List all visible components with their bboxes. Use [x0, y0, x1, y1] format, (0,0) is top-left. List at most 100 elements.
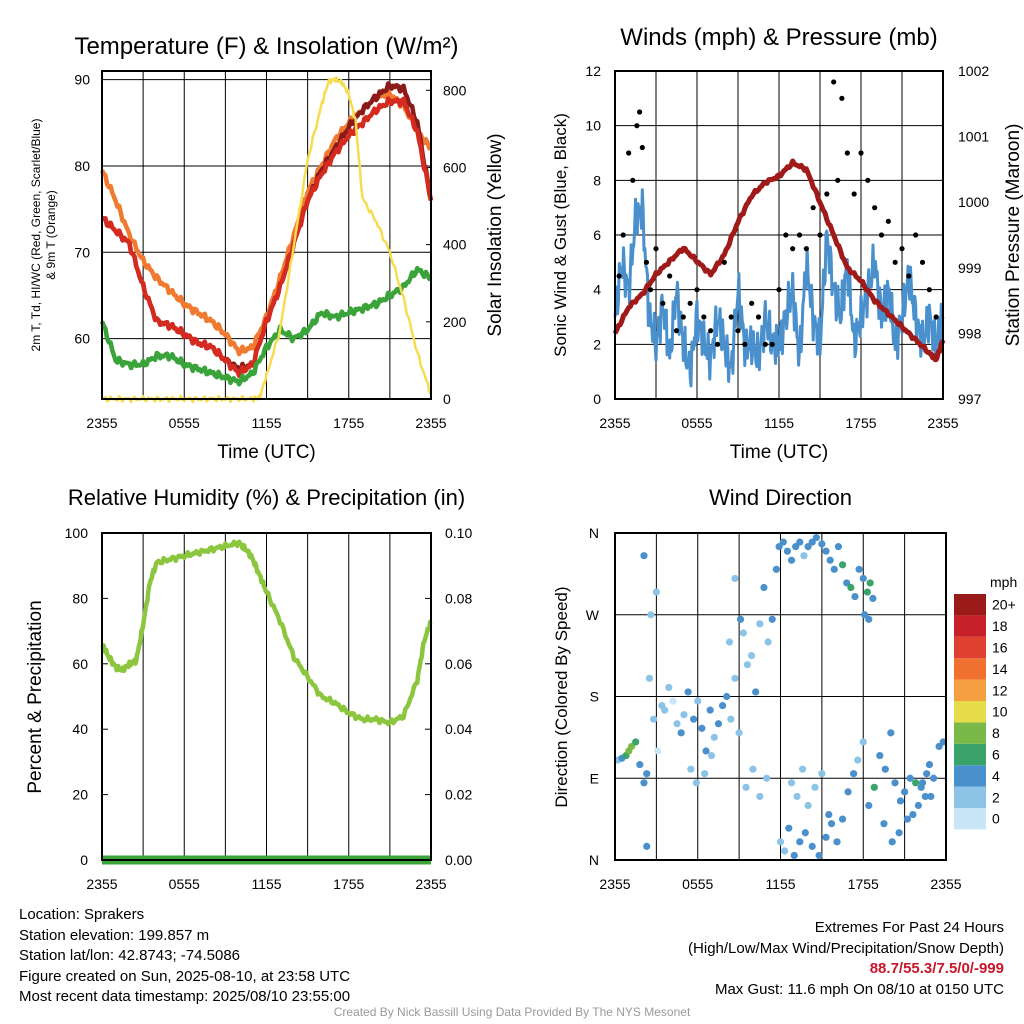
rh-line: [100, 539, 433, 727]
direction-point: [843, 579, 851, 587]
direction-point: [822, 547, 830, 555]
station-info: Location: Sprakers Station elevation: 19…: [19, 905, 350, 1008]
direction-point: [827, 820, 836, 828]
colorbar-label: 4: [992, 768, 1000, 784]
temp-series-line: [99, 265, 432, 387]
direction-point: [768, 615, 776, 623]
colorbar-label: 2: [992, 789, 1000, 805]
direction-point: [859, 574, 867, 583]
rh-y-right-tick-label: 0.04: [445, 721, 472, 737]
direction-point: [881, 765, 889, 773]
direction-point: [891, 779, 899, 787]
wind-y-left-tick-label: 8: [593, 172, 601, 188]
direction-point: [723, 692, 731, 701]
rh-y-left-label: Percent & Precipitation: [25, 600, 46, 793]
direction-point: [865, 615, 873, 623]
direction-point: [849, 770, 858, 778]
wind-y-right-tick-label: 999: [958, 260, 982, 276]
direction-point: [838, 561, 847, 569]
direction-point: [895, 829, 903, 837]
temp-x-tick-label: 2355: [86, 415, 117, 431]
colorbar-swatch: [954, 743, 986, 766]
direction-point: [752, 688, 760, 696]
direction-point: [804, 543, 812, 551]
colorbar-swatch: [954, 679, 986, 701]
rh-y-right-tick-label: 0.06: [445, 656, 472, 672]
direction-point: [912, 779, 920, 787]
wind-y-right-label: Station Pressure (Maroon): [1003, 124, 1024, 347]
direction-point: [654, 747, 662, 755]
direction-point: [906, 774, 914, 782]
gust-point: [803, 246, 809, 252]
credit-text: Created By Nick Bassill Using Data Provi…: [333, 1005, 691, 1019]
colorbar-label: 6: [992, 747, 1000, 763]
direction-point: [796, 838, 804, 846]
gust-point: [735, 328, 741, 334]
wind-y-right-tick-label: 1000: [958, 194, 989, 210]
direction-point: [647, 611, 655, 619]
direction-point: [643, 842, 651, 850]
rh-x-tick-label: 1755: [333, 876, 364, 892]
wind-title: Winds (mph) & Pressure (mb): [620, 24, 937, 51]
direction-point: [921, 792, 929, 801]
temp-x-tick-label: 0555: [169, 415, 200, 431]
direction-point: [787, 779, 796, 787]
direction-point: [701, 770, 709, 778]
dir-title: Wind Direction: [709, 485, 852, 510]
rh-x-tick-label: 0555: [169, 876, 200, 892]
direction-point: [935, 742, 943, 751]
gust-point: [796, 232, 803, 238]
direction-point: [743, 661, 752, 669]
gust-point: [885, 218, 891, 224]
dir-frame: [614, 532, 947, 861]
direction-point: [859, 738, 867, 746]
direction-point: [834, 543, 843, 551]
direction-point: [923, 770, 931, 778]
dir-y-tick-label: N: [589, 525, 599, 541]
temp-series-line: [100, 96, 434, 378]
max-gust-text: Max Gust: 11.6 mph On 08/10 at 0150 UTC: [714, 980, 1004, 998]
temp-frame: [101, 70, 432, 400]
gust-point: [899, 246, 905, 252]
gust-point: [616, 273, 622, 279]
direction-point: [801, 829, 809, 837]
colorbar-swatch: [954, 765, 986, 787]
wind-frame: [614, 70, 944, 400]
wind-x-tick-label: 2355: [927, 415, 958, 431]
direction-point: [796, 538, 804, 546]
temp-chart: 2355 0555 1155 1755 2355 60 70 80 90 0 200 400 600 80…: [29, 33, 506, 463]
gust-point: [721, 259, 727, 265]
gust-point: [647, 287, 654, 293]
wind-x-tick-label: 2355: [599, 415, 630, 431]
gust-point: [933, 314, 939, 320]
gust-point: [810, 205, 816, 211]
gust-point: [680, 314, 686, 320]
rh-x-tick-label: 2355: [415, 876, 446, 892]
direction-point: [808, 538, 816, 546]
colorbar-label: 16: [992, 640, 1008, 656]
direction-point: [896, 797, 905, 805]
direction-point: [661, 706, 669, 714]
rh-x-tick-label: 1155: [251, 876, 281, 892]
rh-y-right-tick-label: 0.08: [445, 590, 472, 606]
direction-point: [865, 801, 873, 810]
colorbar-swatch: [954, 701, 986, 723]
direction-point: [687, 765, 695, 773]
direction-point: [727, 715, 735, 723]
direction-point: [694, 697, 702, 705]
gust-point: [783, 232, 789, 238]
wind-y-left-label: Sonic Wind & Gust (Blue, Black): [551, 113, 570, 357]
extremes-info: Extremes For Past 24 Hours (High/Low/Max…: [688, 918, 1004, 1000]
direction-point: [876, 751, 884, 760]
wind-speed-line: [613, 188, 945, 388]
temp-y-right-tick-label: 0: [443, 391, 451, 407]
direction-point: [847, 583, 855, 592]
wind-y-left-tick-label: 6: [593, 227, 601, 243]
wind-x-label: Time (UTC): [730, 442, 829, 463]
rh-chart: 2355 0555 1155 1755 2355 0 20 40 60 80 100 0.00 0.02…: [25, 485, 472, 892]
direction-point: [787, 556, 796, 564]
colorbar-swatch: [954, 658, 986, 680]
direction-point: [822, 833, 830, 841]
latlon-text: Station lat/lon: 42.8743; -74.5086: [19, 947, 241, 964]
direction-point: [669, 697, 677, 705]
